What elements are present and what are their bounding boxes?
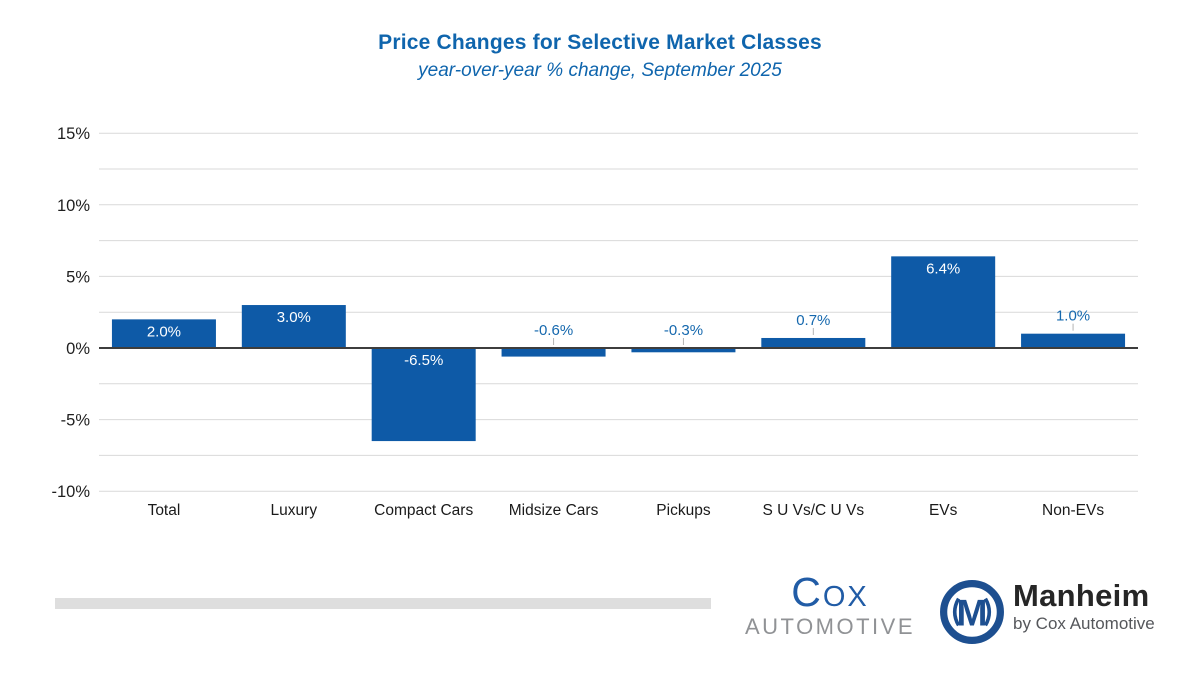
bar-value-label: -0.3% [664, 322, 703, 339]
y-tick-label: 0% [66, 340, 90, 358]
bar-Pickups [631, 348, 736, 353]
x-category-label: S U Vs/C U Vs [762, 502, 864, 519]
page-subtitle: year-over-year % change, September 2025 [418, 60, 782, 81]
x-category-label: Compact Cars [374, 502, 473, 519]
bar-value-label: -6.5% [404, 352, 443, 369]
bar-value-label: 0.7% [796, 312, 830, 329]
manheim-tagline: by Cox Automotive [1013, 614, 1155, 633]
x-category-label: Total [148, 502, 181, 519]
y-tick-label: -10% [51, 483, 90, 501]
bar-chart: 2.0% 3.0% -6.5% -0.6% -0.3% 0.7% 6.4% 1.0% 15% 10… [51, 125, 1138, 519]
page-title: Price Changes for Selective Market Class… [378, 31, 822, 54]
bar-value-label: 2.0% [147, 323, 181, 340]
x-category-label: Luxury [271, 502, 318, 519]
x-category-label: Midsize Cars [509, 502, 599, 519]
manheim-wordmark: Manheim [1013, 578, 1150, 613]
bar-EVs [891, 256, 996, 348]
cox-logo-automotive: AUTOMOTIVE [744, 614, 916, 639]
manheim-logo: M Manheim by Cox Automotive [939, 579, 1155, 645]
cox-logo-word: Cox [791, 569, 869, 615]
bar-Luxury [241, 305, 346, 348]
x-category-label: EVs [929, 502, 958, 519]
bar-Total [111, 319, 216, 348]
bar-Compact Cars [371, 348, 476, 442]
y-tick-label: -5% [61, 412, 91, 430]
y-tick-label: 10% [57, 197, 90, 215]
x-category-label: Non-EVs [1042, 502, 1104, 519]
bar-value-label: 6.4% [926, 260, 960, 277]
x-category-label: Pickups [656, 502, 711, 519]
manheim-monogram: M [957, 591, 988, 633]
bar-Non-EVs [1021, 333, 1126, 348]
bar-value-label: 3.0% [277, 309, 311, 326]
y-tick-label: 15% [57, 125, 90, 143]
y-tick-label: 5% [66, 268, 90, 286]
bar-Midsize Cars [501, 348, 606, 357]
cox-automotive-logo: Cox AUTOMOTIVE [741, 572, 919, 638]
bar-S U Vs/C U Vs [761, 337, 866, 348]
bar-value-label: 1.0% [1056, 308, 1090, 325]
bar-value-label: -0.6% [534, 322, 573, 339]
manheim-m-icon: M [940, 580, 1004, 644]
footer-divider [55, 598, 711, 609]
